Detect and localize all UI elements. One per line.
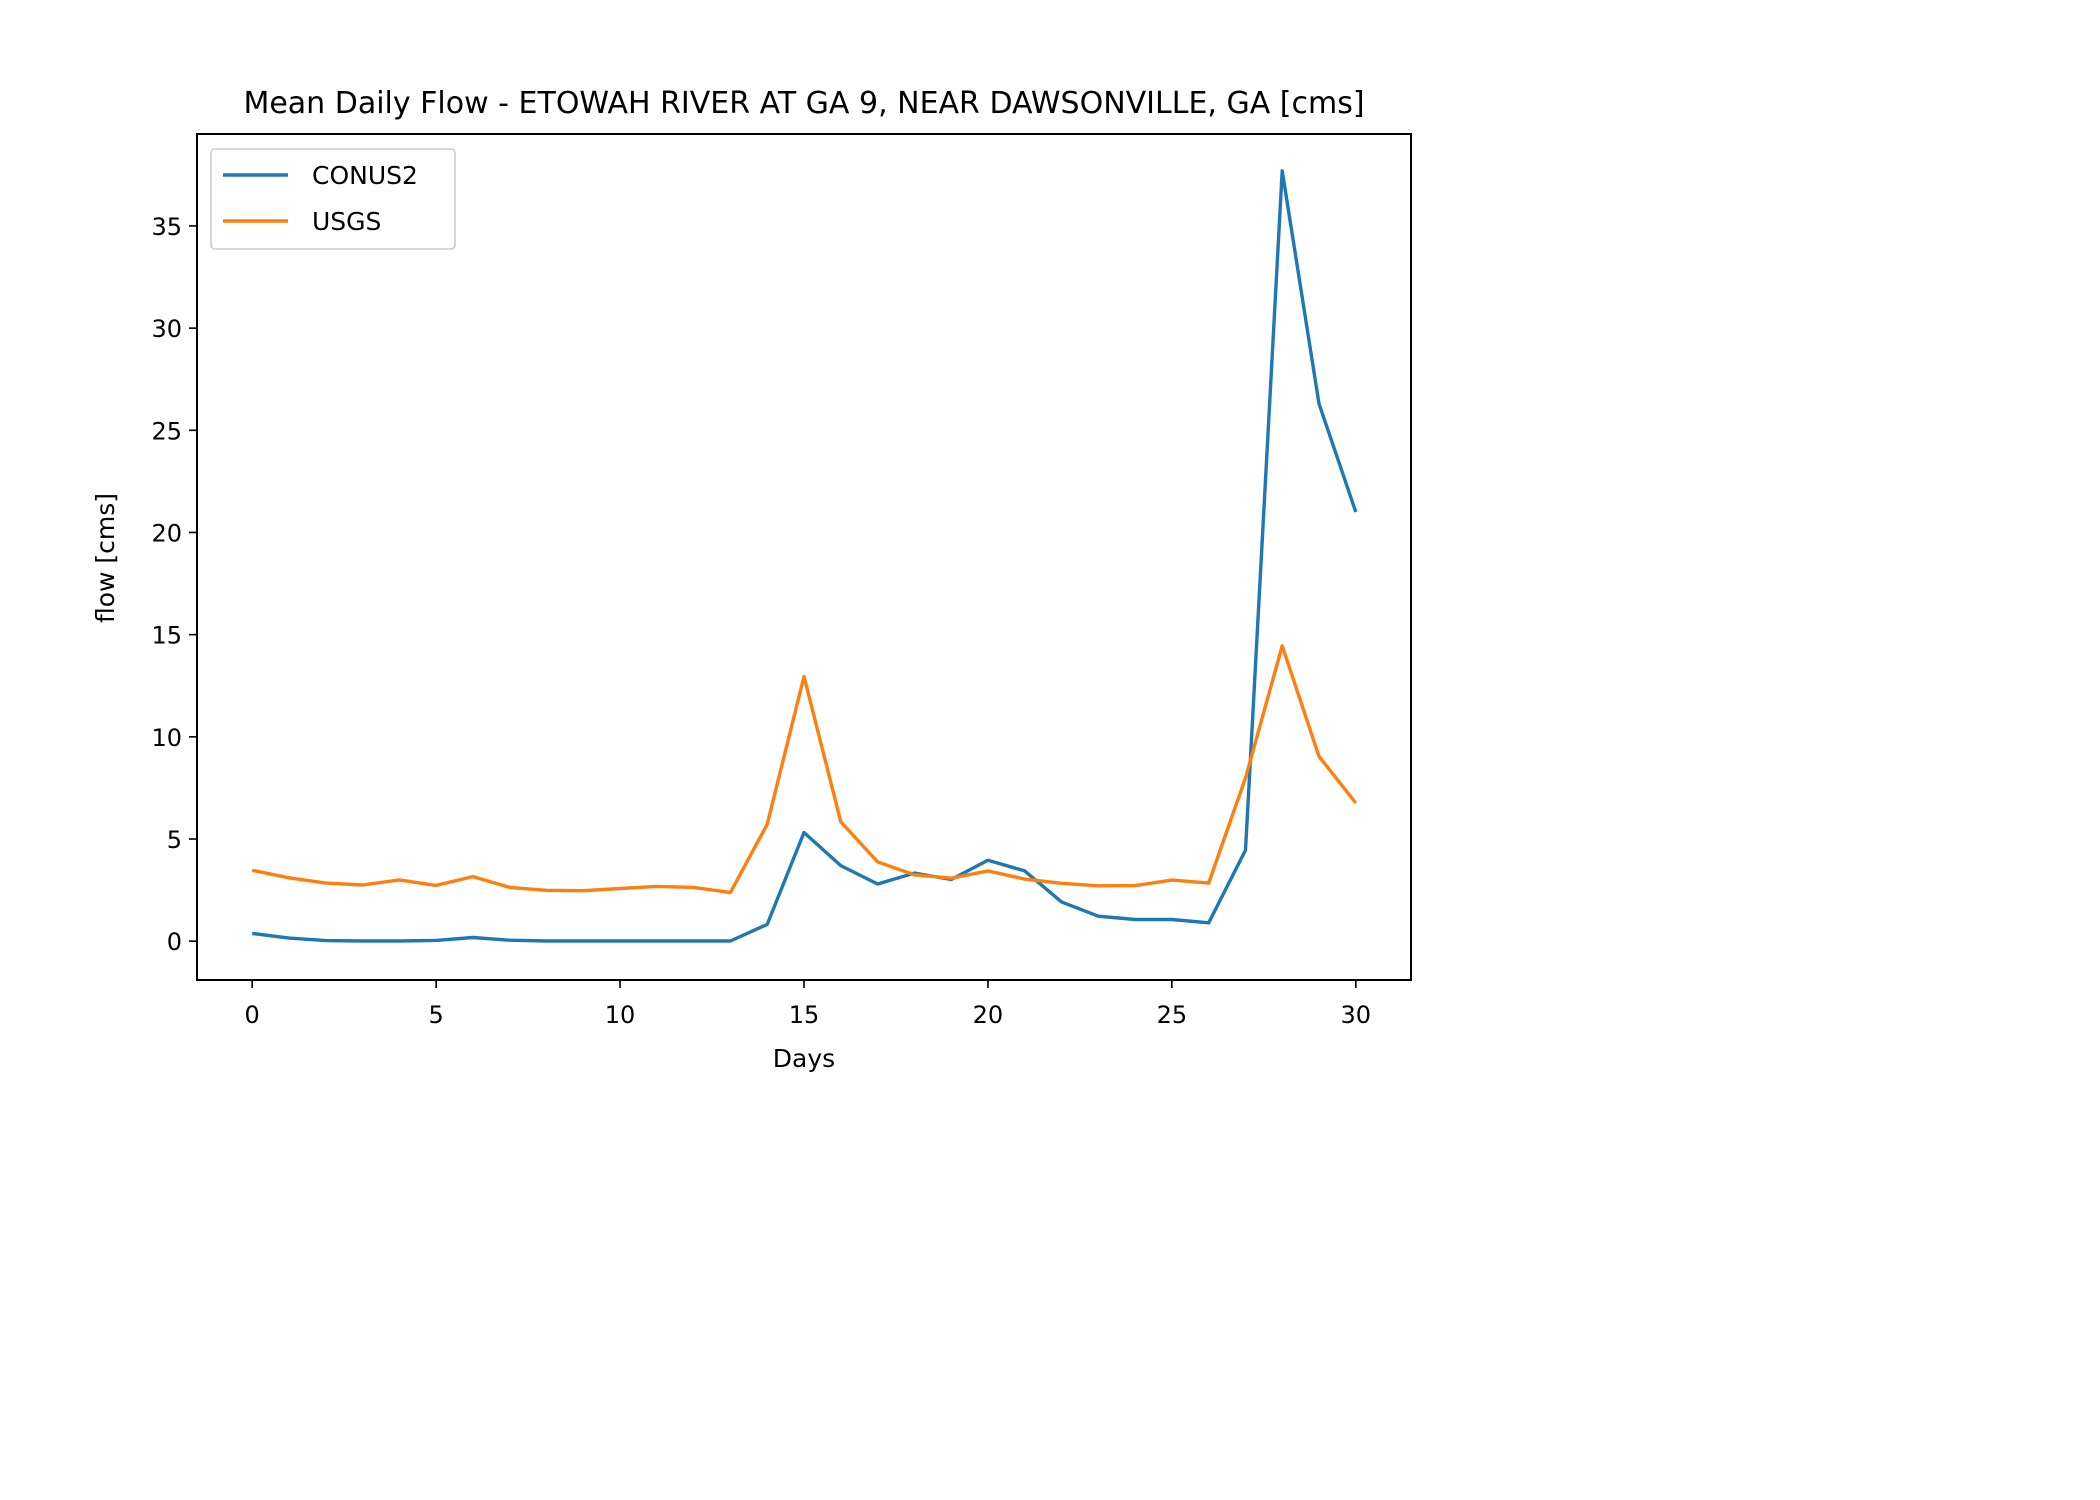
line-chart: Mean Daily Flow - ETOWAH RIVER AT GA 9, … <box>91 86 1412 1073</box>
x-tick-label: 0 <box>245 1001 260 1029</box>
y-tick-label: 15 <box>151 622 182 650</box>
legend-label-usgs: USGS <box>312 207 381 236</box>
series-line-usgs <box>251 644 1358 895</box>
axes: 0 5 10 15 20 25 30 0 5 10 15 20 25 30 35 <box>151 133 1412 1029</box>
series-line-conus2 <box>251 169 1358 943</box>
x-tick-label: 25 <box>1157 1001 1188 1029</box>
y-tick-label: 35 <box>151 213 182 241</box>
chart-title: Mean Daily Flow - ETOWAH RIVER AT GA 9, … <box>243 86 1364 121</box>
chart-figure: Mean Daily Flow - ETOWAH RIVER AT GA 9, … <box>91 86 1412 1073</box>
y-tick-label: 20 <box>151 519 182 547</box>
y-tick-label: 5 <box>167 826 182 854</box>
y-tick-label: 10 <box>151 724 182 752</box>
plot-frame <box>196 133 1412 981</box>
x-tick-label: 5 <box>428 1001 443 1029</box>
y-tick-label: 30 <box>151 315 182 343</box>
legend-label-conus2: CONUS2 <box>312 161 418 190</box>
x-tick-label: 20 <box>973 1001 1004 1029</box>
x-axis-label: Days <box>773 1044 835 1073</box>
y-axis-label: flow [cms] <box>91 493 120 623</box>
y-tick-label: 0 <box>167 928 182 956</box>
x-tick-label: 15 <box>789 1001 820 1029</box>
x-tick-label: 30 <box>1341 1001 1372 1029</box>
x-tick-label: 10 <box>605 1001 636 1029</box>
plot-area <box>251 169 1358 943</box>
y-tick-label: 25 <box>151 417 182 445</box>
legend: CONUS2 USGS <box>210 148 456 250</box>
